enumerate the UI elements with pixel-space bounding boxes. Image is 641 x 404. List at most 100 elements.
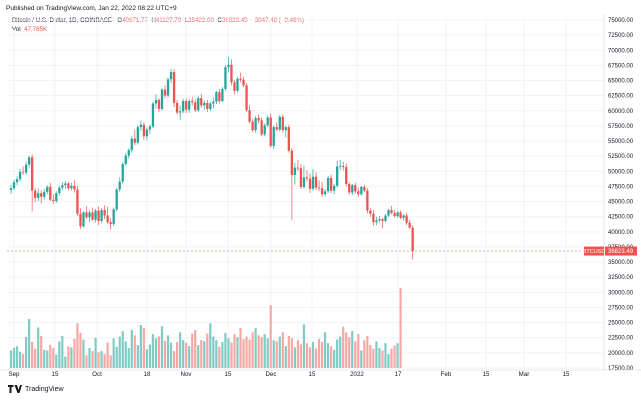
- x-tick-label: 17: [395, 371, 402, 378]
- x-tick-label: 15: [225, 371, 232, 378]
- x-tick-label: Nov: [180, 371, 192, 378]
- candle-body: [293, 167, 297, 175]
- candle-body: [263, 125, 266, 135]
- volume-bar: [299, 344, 303, 368]
- candle-body: [405, 215, 408, 223]
- candle-body: [130, 138, 133, 151]
- volume-bar: [290, 338, 293, 368]
- volume-bar: [12, 348, 16, 368]
- volume-bar: [224, 332, 227, 368]
- candle-body: [339, 165, 342, 167]
- y-tick-label: 52500.00: [608, 154, 634, 160]
- volume-bar: [188, 346, 191, 368]
- volume-bar: [73, 338, 76, 368]
- volume-bar: [281, 332, 284, 368]
- candle-body: [320, 188, 324, 195]
- volume-bar: [396, 343, 399, 368]
- volume-bar: [136, 345, 139, 368]
- candle-body: [85, 212, 88, 218]
- candle-body: [58, 187, 61, 194]
- candle-body: [157, 99, 161, 109]
- vol-value: 47.785K: [24, 26, 48, 33]
- volume-bar: [118, 336, 121, 368]
- y-tick-label: 67500.00: [608, 63, 634, 69]
- candle-body: [221, 88, 224, 102]
- volume-bar: [206, 333, 209, 368]
- x-tick-label: 2022: [350, 371, 364, 378]
- candle-body: [411, 227, 414, 252]
- volume-bar: [67, 346, 70, 368]
- candle-body: [227, 64, 230, 68]
- candle-body: [254, 118, 257, 131]
- candle-body: [34, 190, 37, 198]
- y-tick-label: 42500.00: [608, 215, 634, 221]
- volume-bar: [230, 342, 233, 368]
- volume-bar: [82, 339, 85, 368]
- candle-body: [163, 89, 167, 96]
- volume-bar: [257, 335, 260, 368]
- x-tick-label: Mar: [519, 371, 530, 378]
- candle-body: [151, 103, 155, 127]
- candle-body: [351, 185, 354, 193]
- volume-bar: [40, 335, 43, 368]
- candle-body: [70, 185, 73, 189]
- volume-bar: [242, 338, 245, 368]
- volume-bar: [348, 337, 351, 368]
- candle-body: [24, 164, 28, 173]
- volume-bar: [176, 341, 179, 368]
- x-tick-label: 15: [52, 371, 59, 378]
- candle-body: [118, 181, 121, 190]
- y-tick-label: 35000.00: [608, 260, 634, 266]
- candle-body: [326, 177, 330, 192]
- candle-body: [336, 166, 339, 186]
- candle-body: [100, 210, 103, 221]
- volume-bar: [197, 345, 200, 368]
- candle-body: [154, 99, 158, 104]
- candle-layer: [9, 56, 414, 260]
- volume-bar: [9, 350, 13, 368]
- candle-body: [43, 191, 46, 197]
- volume-bar: [115, 346, 118, 368]
- volume-bar: [191, 333, 194, 368]
- volume-bar: [239, 328, 242, 368]
- volume-bar: [15, 346, 19, 368]
- volume-bar: [339, 336, 342, 368]
- candle-body: [332, 185, 336, 191]
- candle-body: [329, 177, 333, 191]
- candle-body: [52, 199, 55, 201]
- candle-body: [357, 191, 360, 195]
- x-tick-label: 15: [483, 371, 490, 378]
- candle-body: [209, 103, 212, 109]
- candle-body: [139, 124, 143, 128]
- candle-body: [15, 179, 19, 183]
- y-tick-label: 22500.00: [608, 336, 634, 342]
- volume-bar: [148, 344, 152, 368]
- volume-bar: [275, 341, 278, 368]
- volume-bar: [97, 352, 100, 368]
- volume-bar: [109, 355, 112, 368]
- volume-bar: [215, 340, 218, 368]
- candle-body: [314, 176, 318, 188]
- candle-body: [245, 85, 248, 111]
- candle-body: [290, 150, 294, 175]
- volume-bar: [85, 355, 88, 368]
- candle-body: [18, 171, 22, 180]
- candle-body: [284, 127, 287, 131]
- volume-bar: [203, 341, 206, 368]
- volume-bar: [194, 329, 197, 368]
- candle-body: [396, 212, 399, 217]
- volume-bar: [91, 351, 94, 368]
- volume-bar: [384, 343, 387, 368]
- candle-body: [194, 102, 197, 111]
- volume-bar: [369, 345, 372, 368]
- candle-body: [46, 187, 49, 192]
- candle-body: [281, 116, 284, 131]
- candle-body: [215, 92, 218, 102]
- volume-bar: [46, 350, 49, 368]
- volume-bar: [393, 345, 396, 368]
- x-tick-label: 15: [563, 371, 570, 378]
- candle-body: [109, 222, 112, 224]
- candle-body: [308, 178, 312, 189]
- footer: TradingView: [8, 385, 64, 393]
